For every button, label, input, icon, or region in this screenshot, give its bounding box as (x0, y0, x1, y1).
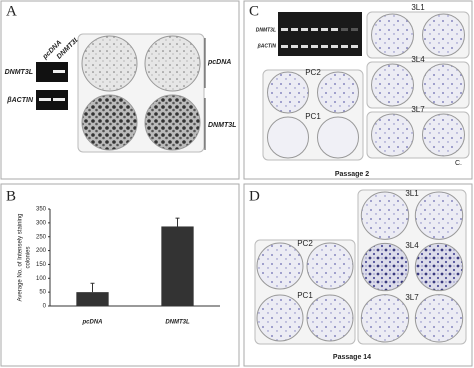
plate (360, 191, 410, 240)
gel (36, 90, 68, 110)
plate (371, 63, 414, 107)
plate (360, 242, 410, 292)
plate-label: PC2 (297, 239, 313, 248)
plate-label: 3L7 (411, 105, 425, 114)
row-label: βACTIN (6, 97, 34, 104)
plate-label: pcDNA (207, 59, 231, 66)
gel-band (331, 45, 338, 48)
plate (360, 294, 410, 343)
plate (414, 294, 464, 343)
plate-label: 3L4 (405, 241, 419, 250)
gel-band (311, 28, 318, 31)
corner-label: C. (455, 160, 462, 167)
plate-label: DNMT3L (208, 122, 236, 129)
bar (161, 226, 194, 306)
plate-label: 3L7 (405, 293, 419, 302)
gel-band (281, 28, 288, 31)
plate (414, 191, 464, 240)
gel-band (321, 28, 328, 31)
y-tick-label: 250 (36, 234, 47, 240)
gel-band (311, 45, 318, 48)
plate (267, 71, 309, 114)
gel-band (351, 28, 358, 31)
x-tick-label: DNMT3L (165, 320, 190, 326)
gel-band (281, 45, 288, 48)
plate (81, 35, 138, 92)
y-tick-label: 150 (36, 262, 47, 268)
gel-band (53, 98, 65, 101)
plate (256, 294, 304, 342)
gel-band (291, 45, 298, 48)
plate-label: PC1 (297, 291, 313, 300)
y-tick-label: 0 (43, 304, 47, 310)
gel-band (331, 28, 338, 31)
gel-band (301, 28, 308, 31)
gel-band (291, 28, 298, 31)
plate-label: PC2 (305, 68, 321, 77)
plate-label: 3L1 (411, 3, 425, 12)
y-axis-label: Average No. of Intensely staining (18, 214, 24, 302)
plate (414, 242, 464, 292)
x-tick-label: pcDNA (81, 320, 102, 326)
gel-band (39, 98, 51, 101)
error-bar (90, 282, 95, 293)
row-label: βACTIN (257, 43, 277, 49)
gel-band (321, 45, 328, 48)
plate-label: 3L1 (405, 189, 419, 198)
y-tick-label: 200 (36, 248, 47, 254)
row-label: DNMT3L (256, 27, 276, 33)
y-tick-label: 350 (36, 207, 47, 213)
y-tick-label: 300 (36, 220, 47, 226)
plate (306, 242, 354, 290)
panel-letter: B (6, 188, 16, 204)
gel (36, 62, 68, 82)
y-axis-label: colonies (26, 246, 32, 268)
y-tick-label: 100 (36, 276, 47, 282)
y-tick-label: 50 (39, 290, 46, 296)
caption: Passage 2 (335, 171, 369, 178)
gel-band (341, 45, 348, 48)
plate-label: 3L4 (411, 55, 425, 64)
plate (371, 13, 414, 57)
panel-letter: C (249, 3, 259, 19)
caption: Passage 14 (333, 354, 371, 361)
panel-letter: D (249, 188, 260, 204)
plate (317, 71, 359, 114)
plate (317, 116, 359, 159)
plate (81, 94, 138, 151)
gel-band (351, 45, 358, 48)
gel-band (53, 70, 65, 73)
gel-band (301, 45, 308, 48)
plate (422, 63, 465, 107)
panel-letter: A (6, 3, 17, 19)
plate (306, 294, 354, 342)
plate (371, 113, 414, 157)
plate (144, 94, 201, 151)
error-bar (175, 217, 180, 227)
plate (267, 116, 309, 159)
gel-band (341, 28, 348, 31)
plate (144, 35, 201, 92)
bar (76, 292, 109, 306)
row-label: DNMT3L (5, 69, 33, 76)
lane-label: DNMT3L (56, 36, 81, 61)
plate (422, 13, 465, 57)
plate-label: PC1 (305, 112, 321, 121)
gel (278, 12, 362, 56)
plate (256, 242, 304, 290)
plate (422, 113, 465, 157)
